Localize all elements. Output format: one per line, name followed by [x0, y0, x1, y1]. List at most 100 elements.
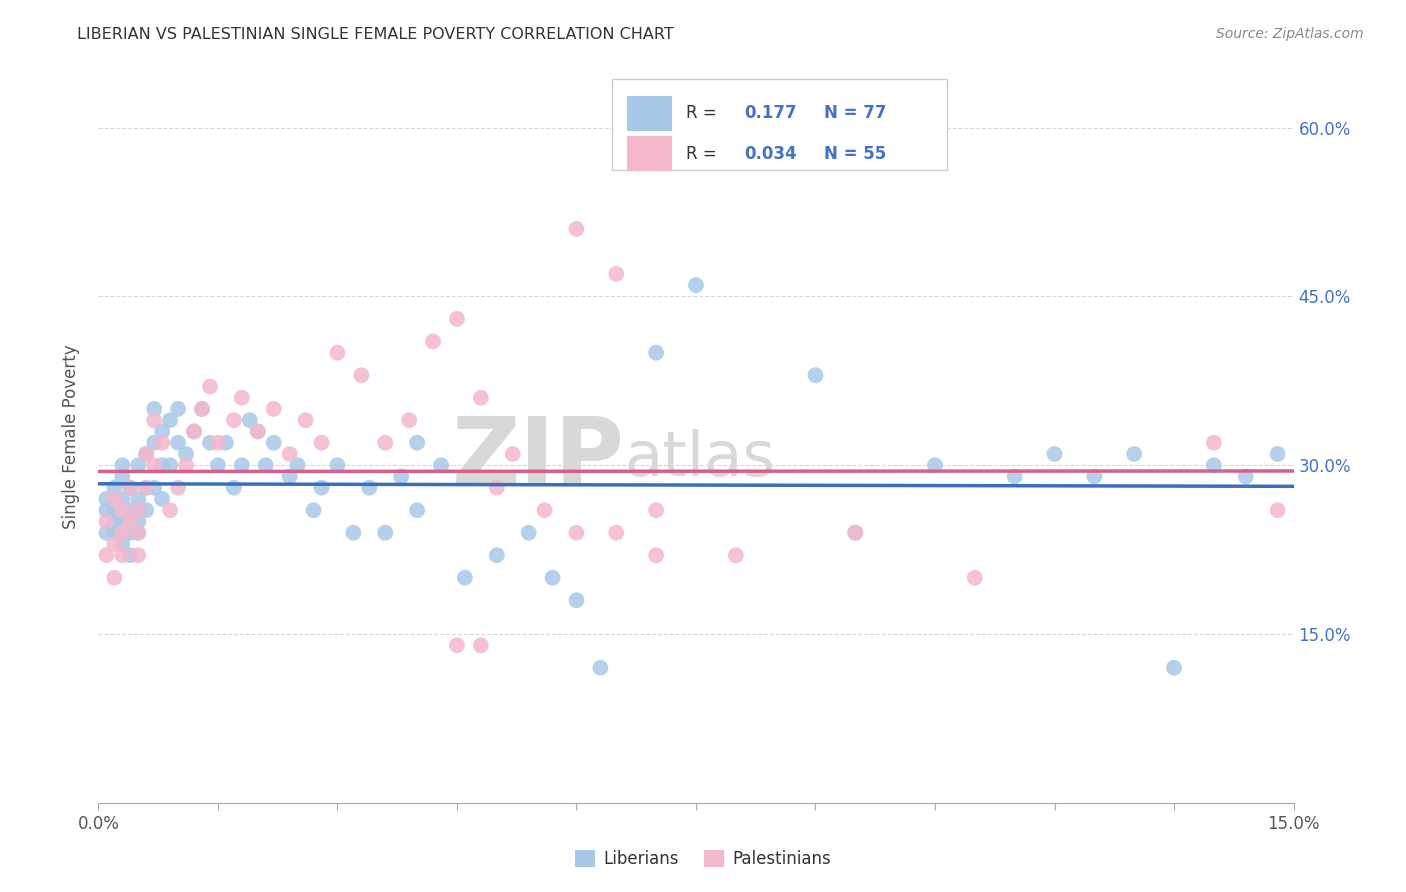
Text: N = 55: N = 55: [824, 145, 886, 162]
Point: [263, 435, 285, 450]
Point: [454, 571, 477, 585]
Point: [150, 435, 173, 450]
Point: [342, 525, 364, 540]
Point: [127, 491, 149, 506]
Text: ZIP: ZIP: [451, 413, 624, 505]
Point: [183, 425, 205, 439]
Point: [174, 458, 197, 473]
Point: [517, 525, 540, 540]
Point: [326, 345, 349, 359]
Point: [430, 458, 453, 473]
Point: [302, 503, 325, 517]
Y-axis label: Single Female Poverty: Single Female Poverty: [62, 345, 80, 529]
Point: [1202, 458, 1225, 473]
Point: [143, 435, 166, 450]
Point: [541, 571, 564, 585]
Point: [278, 469, 301, 483]
Point: [311, 435, 333, 450]
Point: [645, 548, 668, 562]
Point: [207, 435, 229, 450]
Point: [127, 458, 149, 473]
Text: N = 77: N = 77: [824, 104, 886, 122]
Point: [533, 503, 555, 517]
Point: [111, 548, 134, 562]
Point: [263, 401, 285, 416]
Point: [470, 638, 492, 652]
Point: [127, 503, 149, 517]
Point: [254, 458, 277, 473]
Point: [565, 525, 588, 540]
Point: [844, 525, 866, 540]
Point: [96, 525, 118, 540]
Point: [96, 548, 118, 562]
Point: [589, 661, 612, 675]
Point: [120, 503, 142, 517]
Point: [198, 379, 221, 393]
Point: [111, 491, 134, 506]
Point: [103, 515, 125, 529]
Point: [446, 312, 468, 326]
Point: [111, 503, 134, 517]
Point: [150, 458, 173, 473]
Point: [143, 481, 166, 495]
Point: [1083, 469, 1105, 483]
Point: [1043, 447, 1066, 461]
Bar: [627, 136, 672, 171]
Point: [685, 278, 707, 293]
Point: [605, 267, 627, 281]
Point: [143, 458, 166, 473]
Point: [222, 481, 245, 495]
Point: [96, 491, 118, 506]
Bar: [627, 95, 672, 131]
Text: LIBERIAN VS PALESTINIAN SINGLE FEMALE POVERTY CORRELATION CHART: LIBERIAN VS PALESTINIAN SINGLE FEMALE PO…: [77, 27, 673, 42]
Point: [159, 458, 181, 473]
Point: [111, 525, 134, 540]
Point: [446, 638, 468, 652]
Text: R =: R =: [686, 104, 717, 122]
Point: [120, 525, 142, 540]
Point: [1123, 447, 1146, 461]
Point: [645, 345, 668, 359]
Point: [645, 503, 668, 517]
Point: [1267, 447, 1289, 461]
Point: [103, 491, 125, 506]
Point: [485, 548, 508, 562]
Point: [135, 481, 157, 495]
Point: [374, 525, 396, 540]
Point: [167, 401, 190, 416]
Point: [103, 571, 125, 585]
Point: [111, 469, 134, 483]
Point: [215, 435, 238, 450]
Point: [294, 413, 316, 427]
Point: [135, 481, 157, 495]
Point: [389, 469, 412, 483]
Point: [127, 525, 149, 540]
Point: [350, 368, 373, 383]
Point: [111, 458, 134, 473]
Point: [804, 368, 827, 383]
Point: [174, 447, 197, 461]
Point: [311, 481, 333, 495]
Point: [127, 515, 149, 529]
Point: [231, 391, 253, 405]
Point: [103, 537, 125, 551]
Point: [239, 413, 262, 427]
Point: [278, 447, 301, 461]
Point: [422, 334, 444, 349]
Point: [359, 481, 381, 495]
Point: [159, 413, 181, 427]
Point: [143, 413, 166, 427]
Point: [127, 503, 149, 517]
Point: [198, 435, 221, 450]
Point: [143, 401, 166, 416]
Point: [1163, 661, 1185, 675]
Point: [135, 447, 157, 461]
Point: [167, 435, 190, 450]
Point: [565, 593, 588, 607]
Point: [485, 481, 508, 495]
Point: [605, 525, 627, 540]
Point: [565, 222, 588, 236]
Point: [406, 503, 429, 517]
Point: [120, 481, 142, 495]
Point: [1004, 469, 1026, 483]
